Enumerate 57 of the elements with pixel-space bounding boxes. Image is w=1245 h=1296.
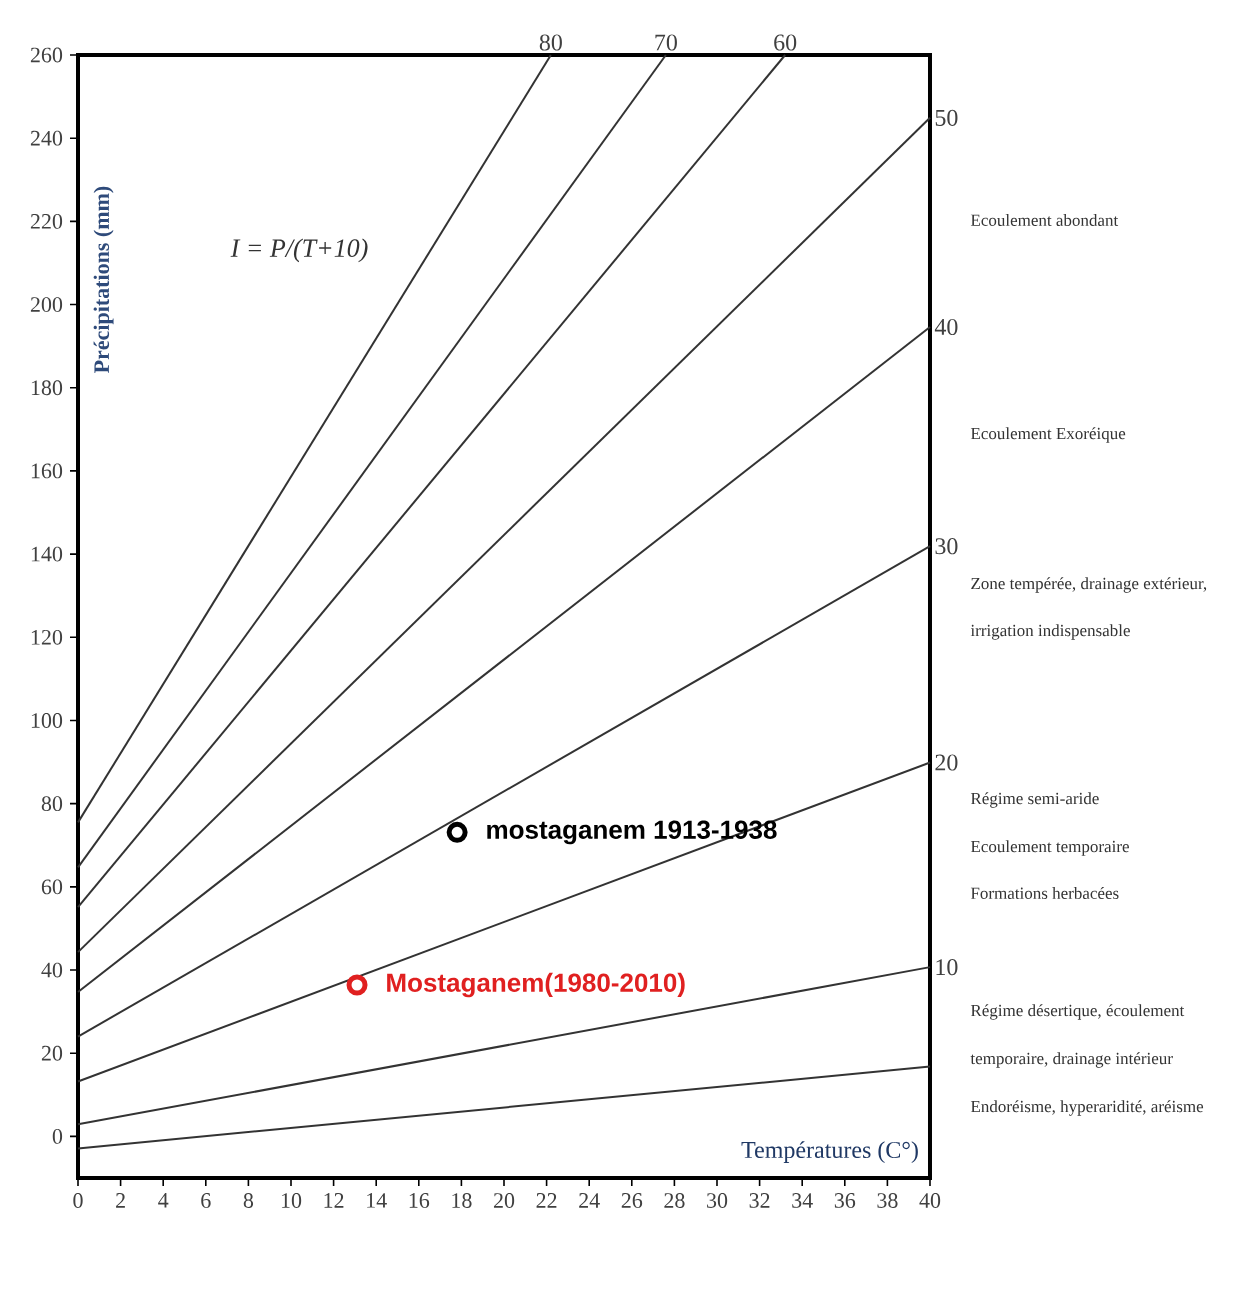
y-tick-label: 60: [41, 879, 63, 895]
text: Endoréisme, hyperaridité, aréisme: [970, 1100, 1204, 1116]
series-label: 10: [936, 959, 958, 976]
x-tick-label: 40: [919, 1193, 941, 1208]
series-label: 30: [935, 538, 958, 555]
series-label: 40: [934, 318, 958, 336]
text: Ecoulement temporaire: [970, 840, 1129, 856]
x-tick-label: 24: [579, 1193, 600, 1208]
x-tick-label: 22: [536, 1193, 557, 1208]
y-tick-label: 0: [52, 1129, 63, 1144]
series-label: 80: [539, 34, 562, 51]
text: irrigation indispensable: [970, 624, 1130, 640]
x-tick-label: 4: [158, 1193, 169, 1208]
x-tick-label: 18: [452, 1193, 472, 1208]
text: Ecoulement Exoréique: [970, 427, 1126, 443]
x-tick-label: 10: [281, 1193, 302, 1208]
y-axis-title: Précipitations (mm): [93, 186, 114, 373]
series-label: 50: [935, 109, 958, 126]
x-tick-label: 36: [834, 1193, 856, 1208]
y-tick-label: 220: [30, 213, 63, 229]
x-tick-label: 6: [201, 1193, 211, 1208]
text: Formations herbacées: [970, 887, 1119, 899]
x-tick-label: 14: [367, 1193, 387, 1208]
x-tick-label: 8: [243, 1193, 254, 1208]
x-tick-label: 26: [621, 1193, 643, 1208]
series-label: 20: [935, 754, 958, 771]
y-tick-label: 200: [30, 297, 63, 312]
x-tick-label: 20: [493, 1193, 515, 1208]
x-tick-label: 32: [749, 1193, 770, 1208]
y-tick-label: 40: [41, 962, 63, 978]
y-tick-label: 180: [31, 380, 63, 396]
x-tick-label: 30: [707, 1193, 728, 1208]
text: temporaire, drainage intérieur: [970, 1052, 1173, 1068]
y-tick-label: 80: [41, 796, 63, 812]
text: Régime semi-aride: [970, 792, 1099, 808]
x-tick-label: 2: [116, 1193, 125, 1208]
y-tick-label: 20: [41, 1045, 63, 1061]
y-tick-label: 160: [31, 463, 63, 479]
x-tick-label: 28: [664, 1193, 685, 1208]
series-label: Mostaganem(1980-2010): [387, 972, 685, 998]
y-tick-label: 260: [30, 47, 63, 63]
series-label: 70: [655, 34, 677, 51]
text: Ecoulement abondant: [970, 214, 1119, 226]
x-axis-title: Températures (C°): [741, 1141, 918, 1163]
annotation: I = P/(T+10): [230, 238, 368, 263]
x-tick-label: 12: [324, 1193, 344, 1208]
x-tick-label: 16: [409, 1193, 430, 1208]
series-label: 60: [774, 34, 797, 51]
y-tick-label: 100: [31, 713, 63, 728]
y-tick-label: 140: [31, 546, 63, 562]
x-tick-label: 38: [877, 1193, 898, 1208]
text: Régime désertique, écoulement: [970, 1004, 1185, 1020]
x-tick-label: 34: [792, 1193, 813, 1208]
y-tick-label: 240: [30, 130, 63, 146]
text: Zone tempérée, drainage extérieur,: [971, 577, 1207, 593]
x-tick-label: 0: [73, 1193, 83, 1208]
y-tick-label: 120: [31, 629, 63, 645]
